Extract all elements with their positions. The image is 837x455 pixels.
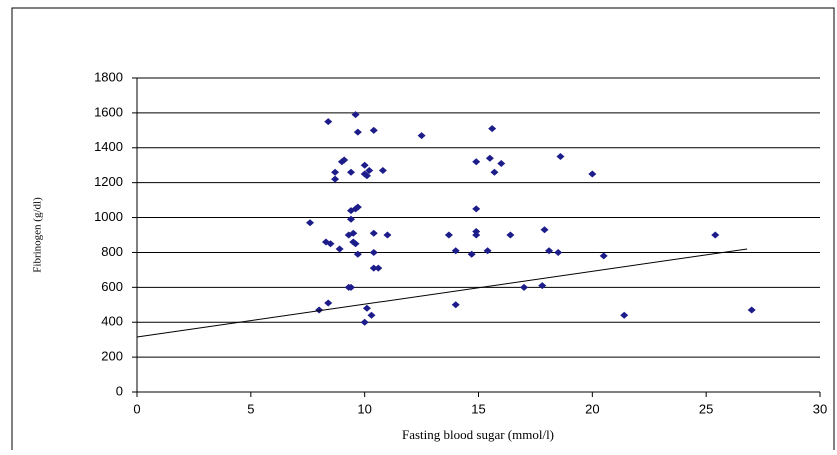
x-tick-label: 10 (357, 401, 371, 416)
x-tick-label: 30 (813, 401, 827, 416)
data-point (362, 304, 371, 312)
data-point (353, 128, 362, 136)
data-point (554, 248, 563, 256)
data-point (520, 283, 529, 291)
data-point (472, 205, 481, 213)
data-point (490, 168, 499, 176)
y-tick-label: 1600 (94, 104, 123, 119)
y-tick-label: 200 (101, 349, 123, 364)
data-point (506, 231, 515, 239)
y-tick-label: 600 (101, 279, 123, 294)
y-tick-label: 1400 (94, 139, 123, 154)
y-tick-label: 0 (116, 383, 123, 398)
y-tick-label: 1200 (94, 174, 123, 189)
data-point (472, 231, 481, 239)
data-point (353, 250, 362, 258)
data-point (599, 252, 608, 260)
data-point (347, 215, 356, 223)
data-point (306, 219, 315, 227)
data-point (360, 318, 369, 326)
data-point (472, 158, 481, 166)
data-point (369, 248, 378, 256)
data-point (351, 240, 360, 248)
data-point (340, 156, 349, 164)
data-point (331, 168, 340, 176)
data-point (483, 247, 492, 255)
y-tick-label: 1800 (94, 69, 123, 84)
data-point (369, 264, 378, 272)
data-point (369, 126, 378, 134)
data-point (383, 231, 392, 239)
y-tick-label: 1000 (94, 209, 123, 224)
data-point (347, 168, 356, 176)
x-tick-label: 15 (471, 401, 485, 416)
data-point (467, 250, 476, 258)
y-tick-label: 400 (101, 314, 123, 329)
data-point (335, 245, 344, 253)
data-point (326, 240, 335, 248)
data-point (497, 159, 506, 167)
data-point (347, 283, 356, 291)
data-point (365, 166, 374, 174)
x-axis-label: Fasting blood sugar (mmol/l) (402, 427, 554, 442)
data-point (360, 161, 369, 169)
data-point (353, 203, 362, 211)
data-point (444, 231, 453, 239)
data-point (367, 311, 376, 319)
data-point (331, 175, 340, 183)
data-point (417, 132, 426, 140)
data-point (351, 111, 360, 119)
data-point (556, 153, 565, 160)
data-point (324, 118, 333, 126)
data-point (711, 231, 720, 239)
data-point (451, 247, 460, 255)
trend-line (136, 248, 748, 338)
data-point (588, 170, 597, 178)
x-tick-label: 25 (699, 401, 713, 416)
data-point (324, 299, 333, 307)
data-point (315, 306, 324, 314)
data-point (362, 172, 371, 180)
data-point (540, 226, 549, 234)
data-point (538, 282, 547, 290)
y-axis-label: Fibrinogen (g/dl) (32, 197, 44, 273)
x-tick-label: 5 (247, 401, 254, 416)
data-point (378, 166, 387, 174)
x-tick-label: 20 (585, 401, 599, 416)
data-point (488, 125, 497, 133)
data-point (545, 247, 554, 255)
data-point (620, 311, 629, 319)
x-tick-label: 0 (133, 401, 140, 416)
data-point (349, 229, 358, 237)
data-point (747, 306, 756, 314)
data-point (374, 264, 383, 272)
chart-frame (11, 7, 835, 454)
data-point (451, 301, 460, 309)
data-point (369, 229, 378, 237)
y-tick-label: 800 (101, 244, 123, 259)
data-point (485, 154, 494, 162)
